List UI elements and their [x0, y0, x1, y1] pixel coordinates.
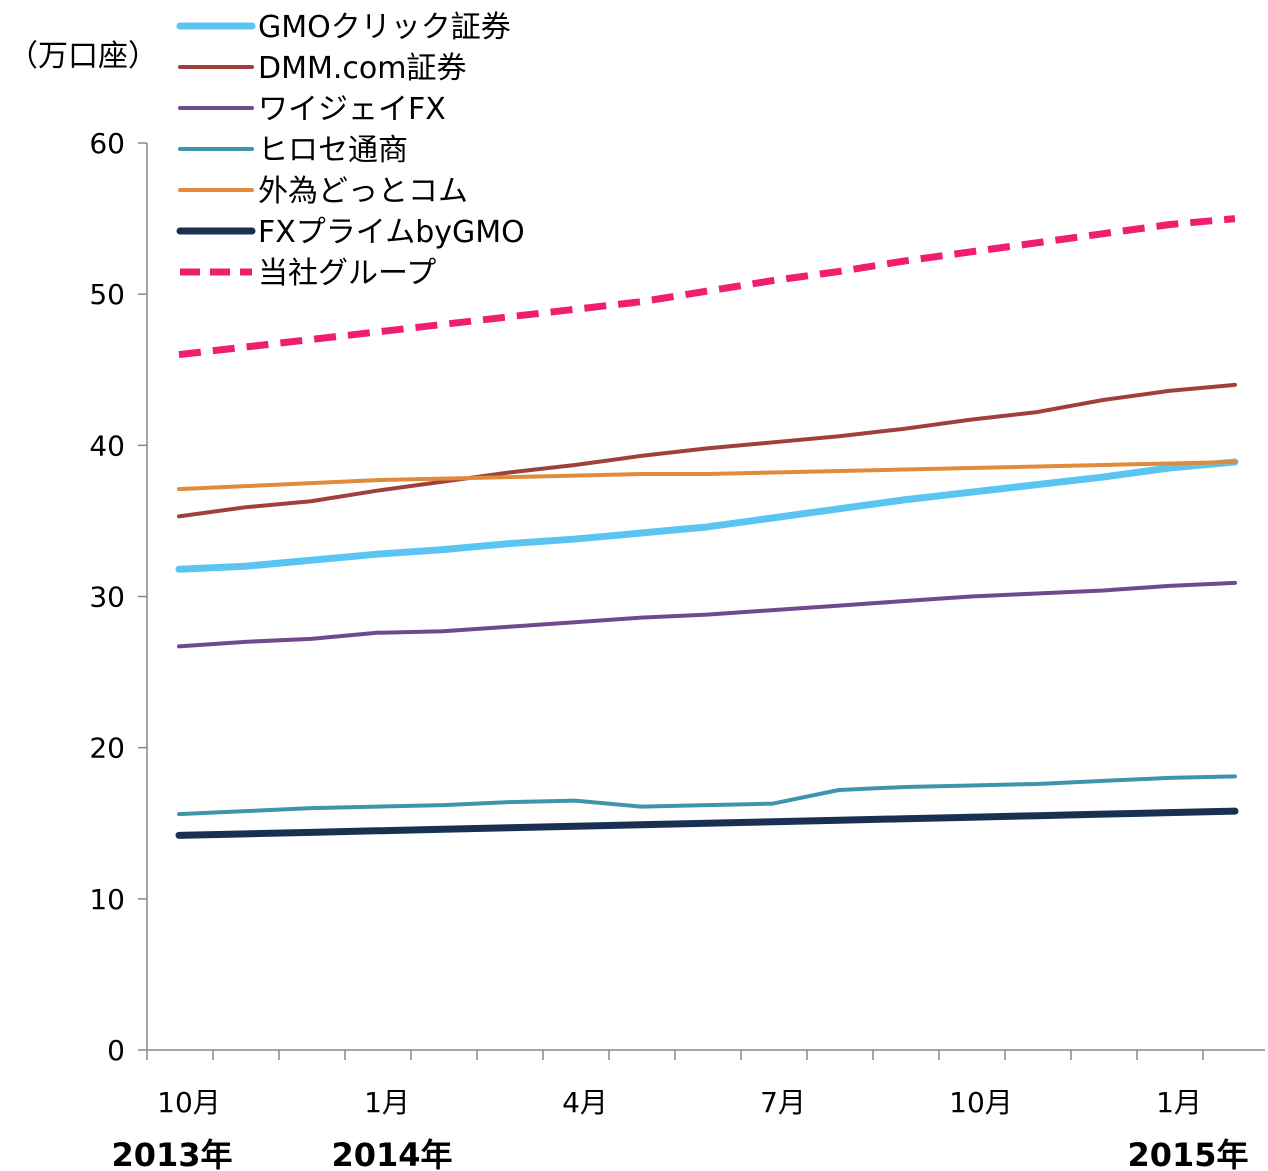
- legend-label: 外為どっとコム: [258, 174, 468, 209]
- x-tick-label: 10月: [949, 1086, 1013, 1119]
- year-label: 2014年: [331, 1136, 452, 1171]
- x-tick-label: 10月: [157, 1086, 221, 1119]
- series-line-1: [177, 382, 1237, 519]
- y-tick-label: 60: [89, 127, 125, 160]
- y-tick-label: 20: [89, 732, 125, 765]
- series-line-3: [177, 774, 1237, 817]
- chart-axes: 0 10 20 30 40 50 60 10月 1月 4月 7月 10月 1月 2013年 2014年 201…: [89, 127, 1265, 1171]
- y-tick-label: 40: [89, 429, 125, 462]
- year-label: 2013年: [111, 1136, 232, 1171]
- legend-label: ワイジェイFX: [258, 92, 446, 127]
- series-line-2: [177, 580, 1237, 649]
- y-unit-label: （万口座）: [8, 39, 158, 74]
- y-tick-label: 50: [89, 278, 125, 311]
- y-tick-label: 30: [89, 581, 125, 614]
- series-line-6: [178, 215, 1236, 359]
- x-tick-label: 7月: [760, 1086, 806, 1119]
- legend-label: FXプライムbyGMO: [258, 215, 525, 250]
- x-tick-label: 1月: [1156, 1086, 1202, 1119]
- legend-label: 当社グループ: [258, 256, 436, 291]
- series-line-0: [175, 458, 1239, 573]
- y-tick-label: 10: [89, 883, 125, 916]
- legend-label: GMOクリック証券: [258, 10, 511, 45]
- series-line-5: [175, 807, 1239, 839]
- series-line-4: [177, 459, 1237, 492]
- legend-label: DMM.com証券: [258, 51, 466, 86]
- x-tick-label: 4月: [562, 1086, 608, 1119]
- year-label: 2015年: [1127, 1136, 1248, 1171]
- x-tick-label: 1月: [364, 1086, 410, 1119]
- chart-series-lines: [175, 215, 1239, 839]
- y-tick-label: 0: [107, 1034, 125, 1067]
- legend-label: ヒロセ通商: [258, 133, 408, 168]
